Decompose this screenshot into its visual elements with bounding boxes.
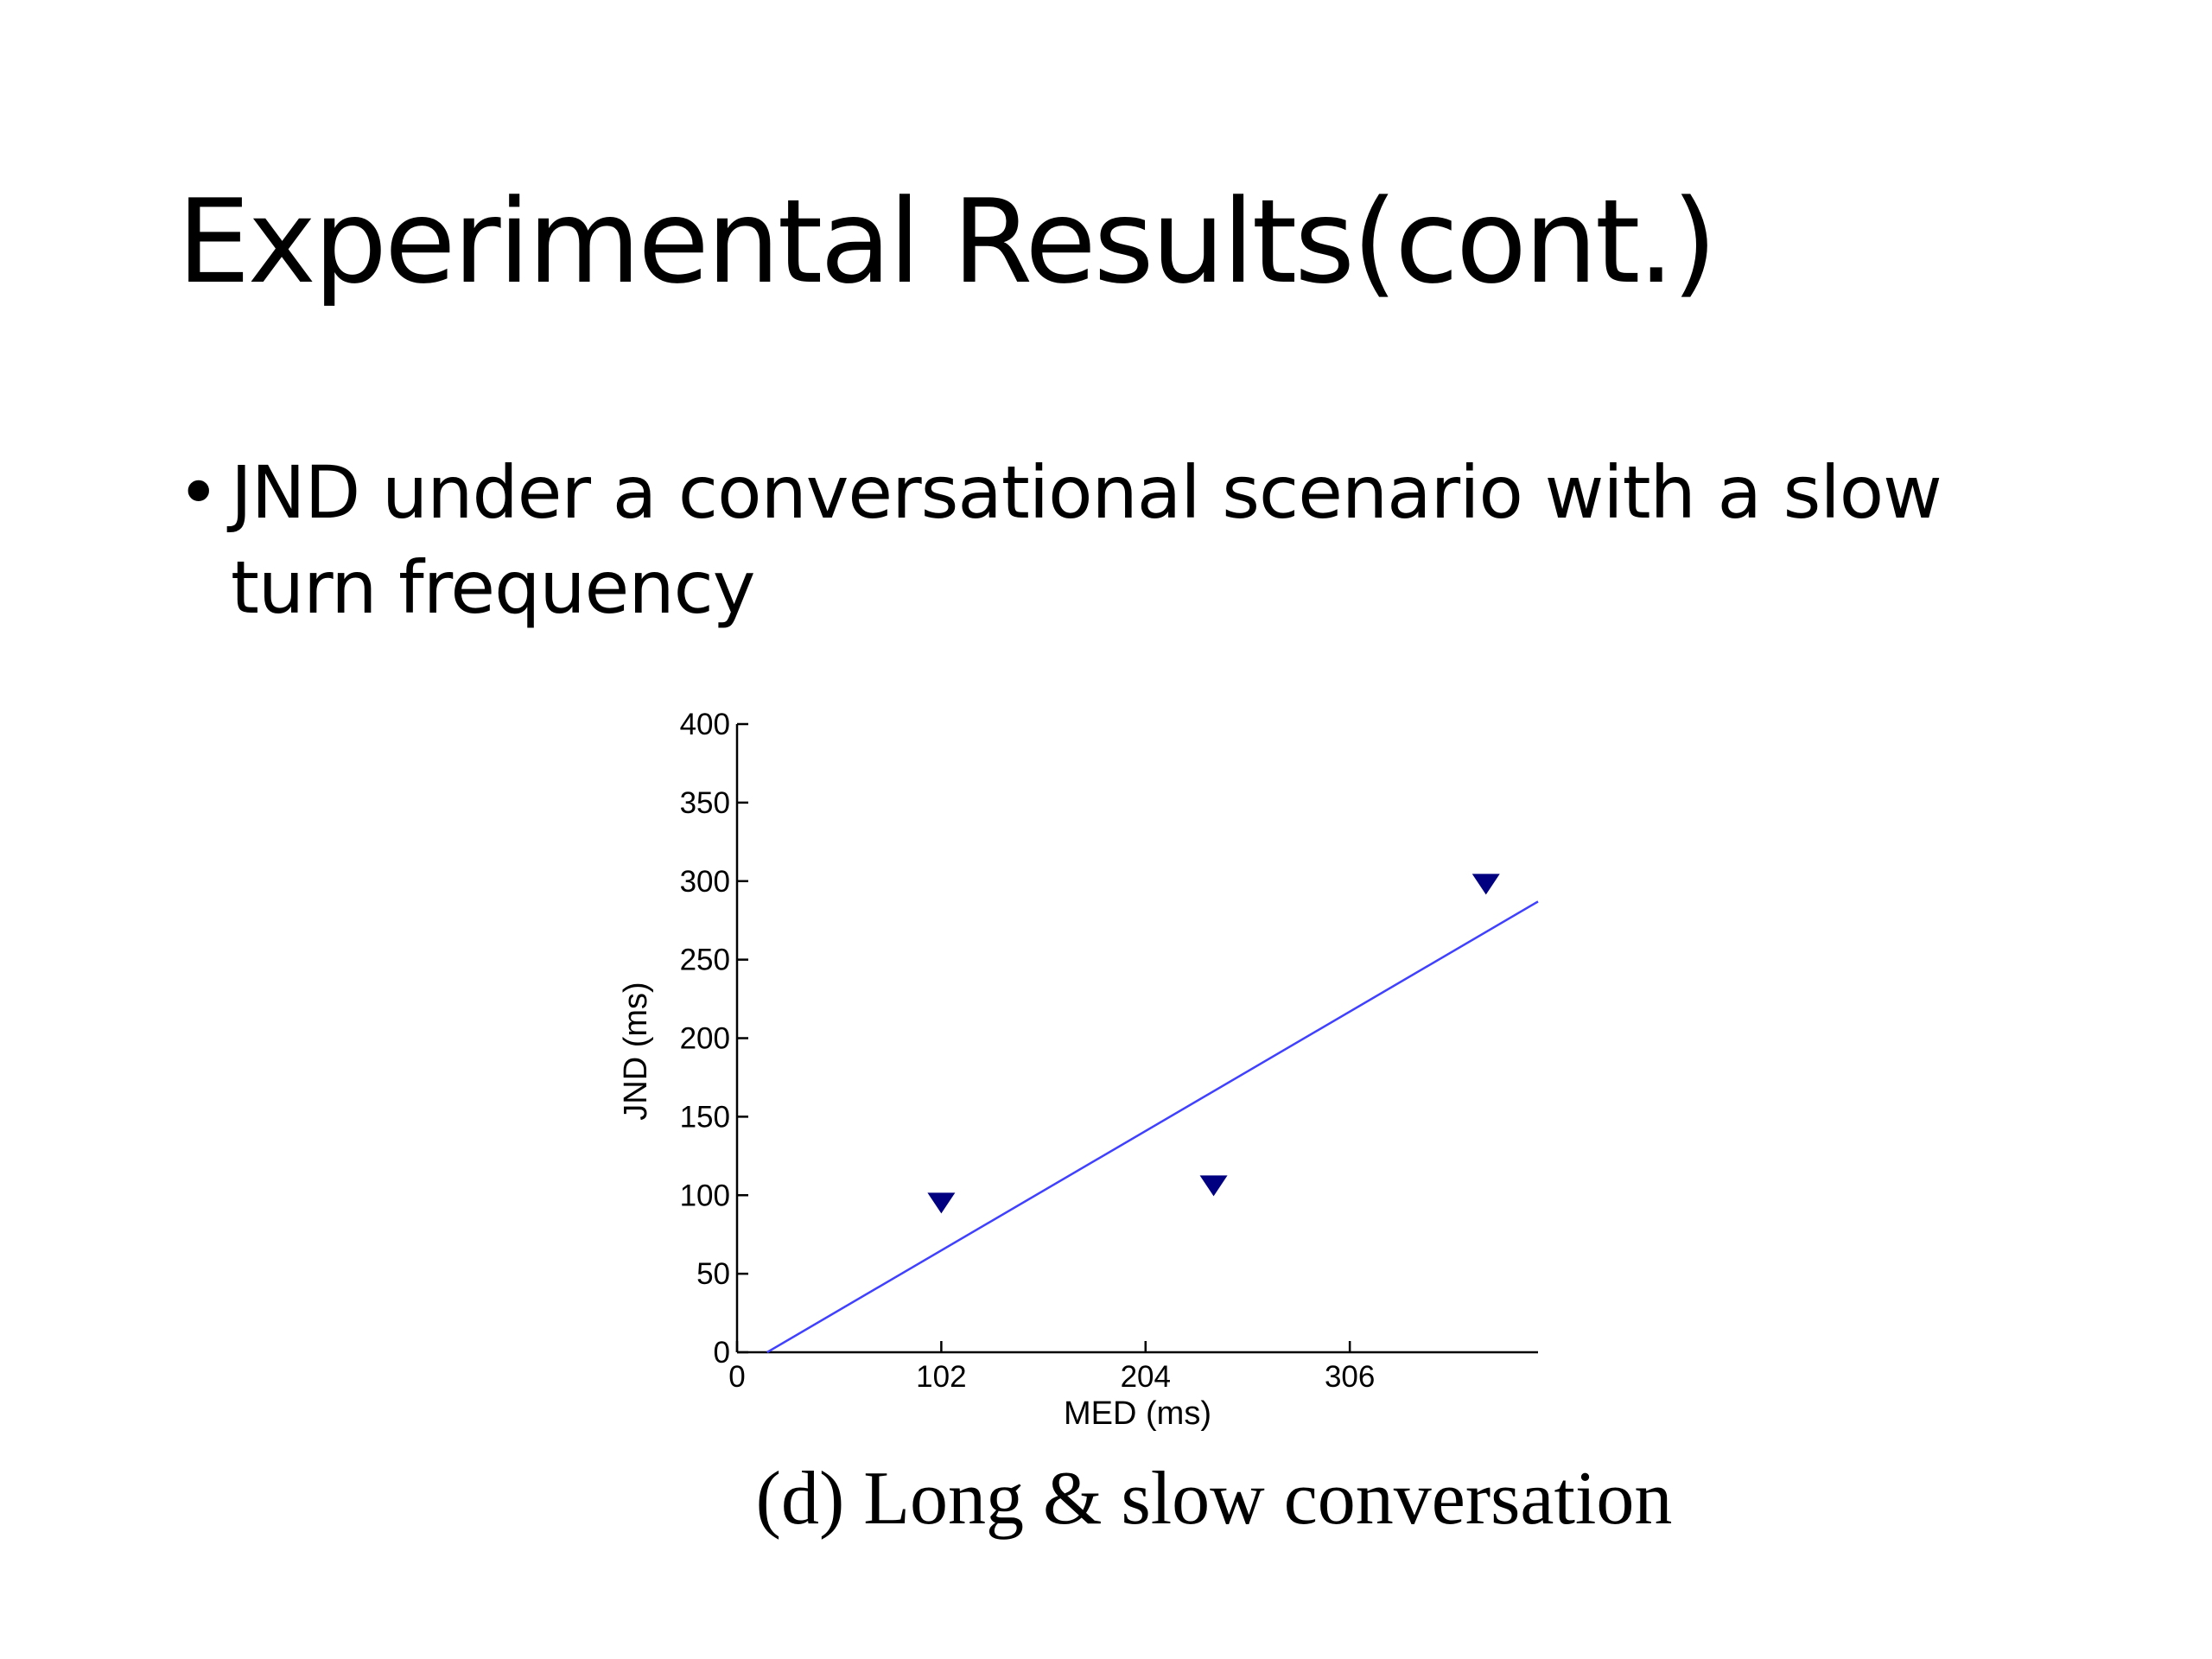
bullet-text-line-2: turn frequency: [231, 545, 755, 630]
y-tick-label: 50: [696, 1257, 730, 1291]
y-tick-label: 200: [680, 1022, 730, 1056]
x-tick-label: 204: [1121, 1360, 1171, 1394]
axis-labels-layer: MED (ms) JND (ms): [618, 982, 1211, 1432]
y-axis-ticks: 0 50 100 150 200 250 300 350 400: [680, 708, 748, 1370]
fit-line: [766, 900, 1539, 1354]
data-point-marker: [927, 1192, 956, 1214]
y-tick-label: 0: [714, 1336, 730, 1370]
y-tick-label: 350: [680, 786, 730, 820]
bullet-text-line-1: JND under a conversational scenario with…: [231, 450, 1942, 535]
y-axis-label: JND (ms): [618, 982, 654, 1120]
y-tick-label: 150: [680, 1100, 730, 1134]
data-point-marker: [1199, 1175, 1228, 1197]
bullet-list: • JND under a conversational scenario wi…: [177, 445, 1992, 635]
x-axis-ticks: 0 102 204 306: [728, 1341, 1375, 1394]
slide-title: Experimental Results(cont.): [177, 175, 1717, 309]
x-tick-label: 0: [728, 1360, 745, 1394]
bullet-marker: •: [177, 450, 220, 535]
x-tick-label: 306: [1325, 1360, 1375, 1394]
y-tick-label: 400: [680, 708, 730, 741]
y-tick-label: 100: [680, 1179, 730, 1212]
data-points-layer: [927, 874, 1500, 1214]
x-tick-label: 102: [916, 1360, 966, 1394]
y-tick-label: 250: [680, 944, 730, 977]
y-tick-label: 300: [680, 865, 730, 899]
x-axis-label: MED (ms): [1064, 1395, 1211, 1432]
data-point-marker: [1471, 874, 1500, 895]
bullet-item: • JND under a conversational scenario wi…: [177, 445, 1992, 635]
chart-axes: [735, 724, 1538, 1354]
fit-line-layer: [766, 900, 1539, 1354]
figure-caption: (d) Long & slow conversation: [755, 1457, 1673, 1541]
